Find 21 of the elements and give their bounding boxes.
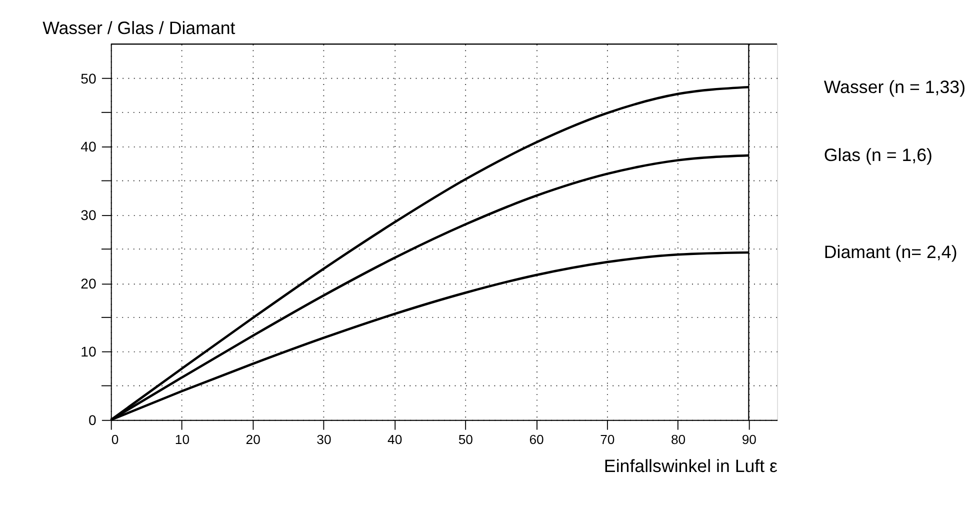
y-tick-label: 30 xyxy=(80,207,96,224)
x-tick-label: 30 xyxy=(316,432,332,447)
x-tick-label: 40 xyxy=(388,432,402,447)
x-tick-label: 0 xyxy=(111,432,119,447)
x-tick-label: 60 xyxy=(529,432,544,447)
text: Diamant (n= 2,4) xyxy=(824,242,958,262)
text: Glas (n = 1,6) xyxy=(824,145,932,166)
x-axis-title: Einfallswinkel in Luft ε xyxy=(604,456,778,476)
x-tick-label: 20 xyxy=(246,432,260,447)
x-tick-label: 80 xyxy=(670,432,686,447)
x-tick-label: 10 xyxy=(174,432,190,447)
x-tick-label: 70 xyxy=(600,432,615,447)
y-tick-label: 0 xyxy=(88,412,96,428)
y-tick-label: 20 xyxy=(80,275,96,292)
x-tick-label: 90 xyxy=(742,432,756,447)
x-tick-label: 50 xyxy=(458,432,474,447)
y-tick-label: 40 xyxy=(80,138,96,155)
y-tick-label: 10 xyxy=(80,344,96,360)
text: Wasser (n = 1,33) xyxy=(824,76,966,97)
y-tick-label: 50 xyxy=(80,70,96,86)
chart-title: Wasser / Glas / Diamant xyxy=(42,18,236,38)
